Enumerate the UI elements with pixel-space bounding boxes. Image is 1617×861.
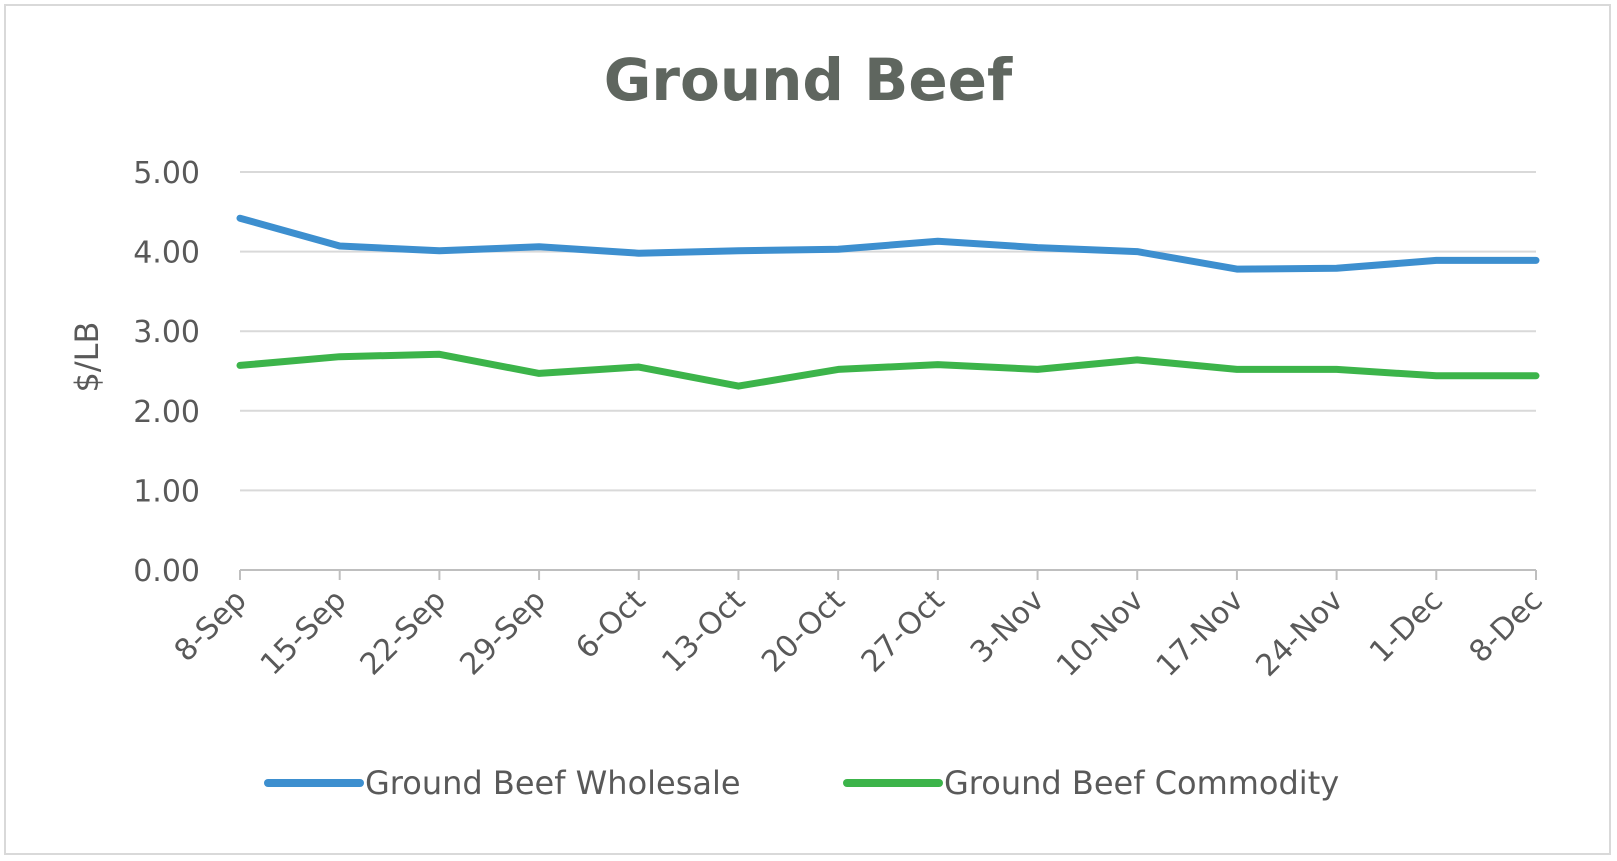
data-point <box>339 245 341 247</box>
data-point <box>1336 267 1338 269</box>
x-tick-label: 29-Sep <box>453 583 552 682</box>
data-point <box>1336 368 1338 370</box>
y-tick-label: 4.00 <box>133 236 200 271</box>
x-tick-label: 17-Nov <box>1150 583 1251 684</box>
data-point <box>339 356 341 358</box>
x-tick-label: 3-Nov <box>964 583 1051 670</box>
legend-item: Ground Beef Wholesale <box>264 764 741 802</box>
data-point <box>937 364 939 366</box>
y-tick-label: 1.00 <box>133 474 200 509</box>
data-point <box>438 353 440 355</box>
y-tick-label: 0.00 <box>133 554 200 589</box>
x-tick-label: 1-Dec <box>1363 583 1450 670</box>
data-point <box>1535 259 1537 261</box>
chart-frame <box>4 4 1611 855</box>
x-tick-label: 10-Nov <box>1050 583 1151 684</box>
data-point <box>837 368 839 370</box>
x-tick-label: 15-Sep <box>254 583 353 682</box>
x-axis: 8-Sep 15-Sep 22-Sep 29-Sep 6-Oct 13-Oct 20-Oct… <box>168 570 1550 684</box>
legend-item: Ground Beef Commodity <box>843 764 1339 802</box>
data-point <box>638 252 640 254</box>
x-tick-label: 20-Oct <box>755 583 852 680</box>
y-axis-ticks: 0.00 1.00 2.00 3.00 4.00 5.00 <box>133 156 200 589</box>
data-point <box>737 385 739 387</box>
legend-label: Ground Beef Wholesale <box>365 764 741 802</box>
x-tick-label: 24-Nov <box>1249 583 1350 684</box>
series-line-0 <box>236 214 1540 273</box>
x-tick-label: 6-Oct <box>569 583 652 666</box>
x-tick-label: 22-Sep <box>354 583 453 682</box>
series-line-1 <box>236 350 1540 390</box>
data-point <box>538 372 540 374</box>
data-point <box>239 217 241 219</box>
y-tick-label: 5.00 <box>133 156 200 191</box>
y-axis-label: $/LB <box>68 322 106 393</box>
legend-label: Ground Beef Commodity <box>944 764 1339 802</box>
data-point <box>737 250 739 252</box>
chart-title: Ground Beef <box>604 46 1013 114</box>
y-tick-label: 2.00 <box>133 395 200 430</box>
data-point <box>937 240 939 242</box>
x-tick-label: 27-Oct <box>855 583 952 680</box>
x-tick-label: 8-Sep <box>168 583 254 669</box>
y-tick-label: 3.00 <box>133 315 200 350</box>
x-tick-label: 13-Oct <box>655 583 752 680</box>
data-point <box>1037 368 1039 370</box>
data-point <box>538 246 540 248</box>
data-point <box>638 366 640 368</box>
series-lines <box>236 214 1540 390</box>
data-point <box>239 364 241 366</box>
data-point <box>1136 251 1138 253</box>
data-point <box>1236 268 1238 270</box>
data-point <box>1435 375 1437 377</box>
data-point <box>1535 375 1537 377</box>
data-point <box>438 250 440 252</box>
data-point <box>1435 259 1437 261</box>
data-point <box>837 248 839 250</box>
x-tick-label: 8-Dec <box>1463 583 1550 670</box>
data-point <box>1037 247 1039 249</box>
data-point <box>1236 368 1238 370</box>
data-point <box>1136 359 1138 361</box>
legend: Ground Beef Wholesale Ground Beef Commodi… <box>264 764 1339 802</box>
